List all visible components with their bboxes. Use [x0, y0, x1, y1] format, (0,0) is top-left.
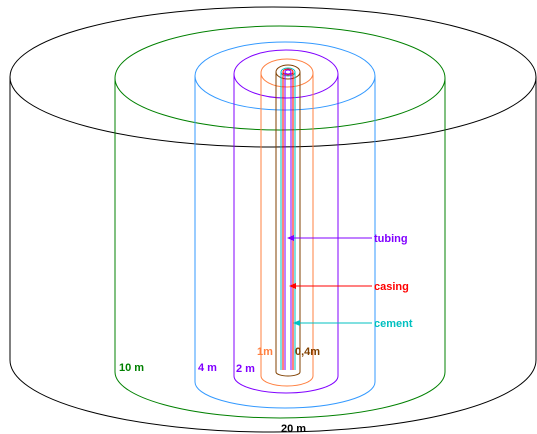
- cylinder-0-4m-top-ellipse: [275, 64, 301, 80]
- casing-arrow-head: [289, 283, 296, 289]
- cement-sheath: [280, 67, 296, 370]
- cylinder-20m: [9, 6, 537, 433]
- cement-label: cement: [374, 318, 413, 330]
- cylinder-1m-top-ellipse: [260, 58, 314, 88]
- radius-4m-label: 4 m: [198, 362, 217, 374]
- casing-label: casing: [374, 281, 409, 293]
- radius-1m-label: 1m: [257, 346, 273, 358]
- cylinder-1m-bottom-arc: [260, 375, 314, 387]
- radius-0-4m-label: 0,4m: [295, 346, 320, 358]
- radius-10m-label: 10 m: [119, 362, 144, 374]
- radius-2m-label: 2 m: [236, 363, 255, 375]
- cylinder-0-4m-bottom-arc: [275, 371, 301, 377]
- cement-callout: [293, 320, 372, 326]
- tubing-pipe: [284, 69, 292, 370]
- cylinder-2m-bottom-arc: [233, 375, 339, 394]
- cylinder-20m-top-ellipse: [9, 6, 537, 148]
- cylinder-4m-bottom-arc: [194, 381, 376, 409]
- tubing-arrow-head: [287, 235, 294, 241]
- tubing-callout: [287, 235, 372, 241]
- cylinder-20m-bottom-arc: [9, 359, 537, 433]
- cylinder-0-4m: [275, 64, 301, 377]
- cylinder-2m: [233, 49, 339, 394]
- cylinder-10m-bottom-arc: [114, 371, 446, 419]
- cylinder-10m: [114, 25, 446, 419]
- tubing-top-ellipse: [284, 69, 292, 75]
- casing-pipe: [282, 68, 294, 370]
- tubing-label: tubing: [374, 233, 408, 245]
- cement-arrow-head: [293, 320, 300, 326]
- casing-callout: [289, 283, 372, 289]
- cylinder-1m: [260, 58, 314, 387]
- radius-20m-label: 20 m: [281, 423, 306, 434]
